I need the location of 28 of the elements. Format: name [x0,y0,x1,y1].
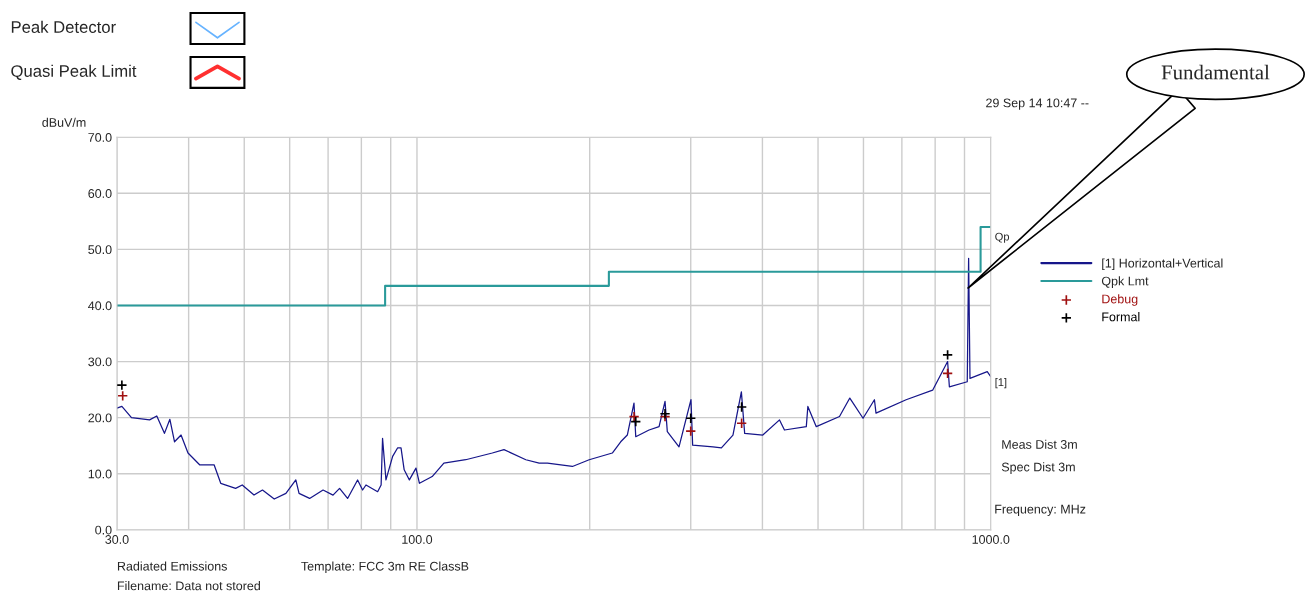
legend-label: Qpk Lmt [1101,276,1149,288]
x-axis-title: Frequency: MHz [995,504,1086,517]
y-axis-title: dBuV/m [42,117,86,127]
y-tick-label: 50.0 [88,245,112,255]
y-tick-label: 20.0 [88,413,112,423]
text: 29 Sep 14 10:47 -- [986,98,1089,110]
text: Fundamental [1161,64,1270,80]
text: Peak Detector [11,20,116,33]
y-tick-label: 40.0 [88,301,112,311]
legend-label: [1] Horizontal+Vertical [1102,258,1223,271]
x-tick-label: 1000.0 [972,535,1010,544]
text: Qp [995,232,1010,243]
text: [1] [995,377,1007,389]
text: Formal [1102,312,1140,322]
y-tick-label: 30.0 [88,357,112,367]
y-tick-label: 60.0 [88,189,112,198]
y-tick-label: 0.0 [95,525,112,535]
text: Quasi Peak Limit [11,64,137,80]
x-tick-label: 100.0 [402,535,433,544]
text: Spec Dist 3m [1001,462,1075,474]
y-tick-label: 10.0 [88,469,112,479]
text: Debug [1102,294,1138,306]
x-tick-label: 30.0 [105,535,129,544]
text: Radiated Emissions [117,561,227,571]
text: Template: FCC 3m RE ClassB [301,561,469,574]
text: Filename: Data not stored [117,581,260,591]
text: Meas Dist 3m [1002,439,1077,449]
y-tick-label: 70.0 [88,133,112,142]
